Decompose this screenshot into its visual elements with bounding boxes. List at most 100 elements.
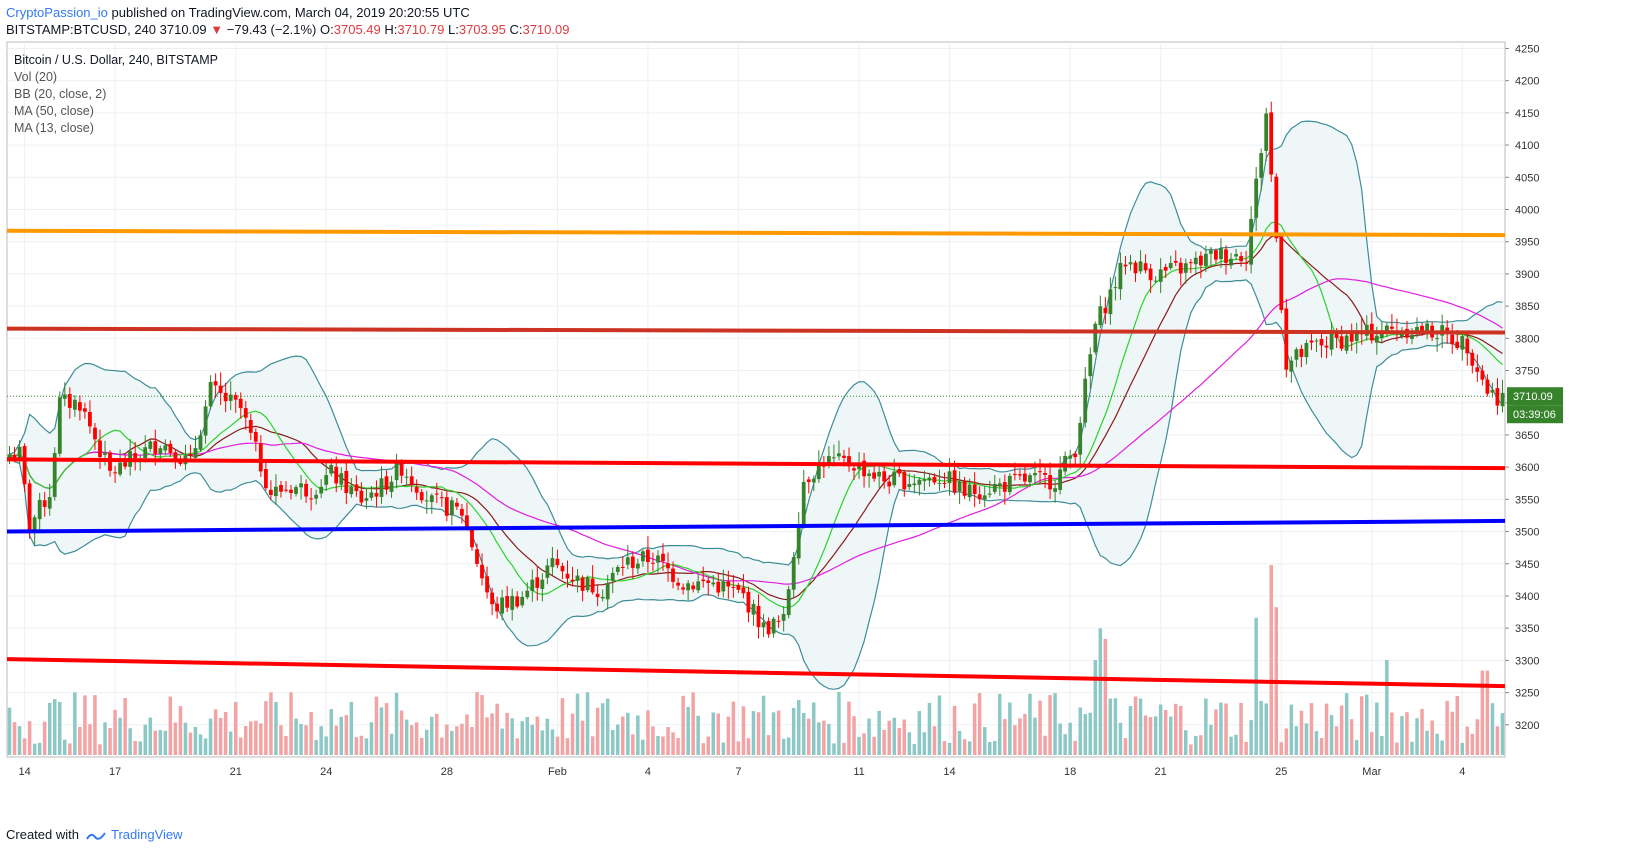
volume-bar: [193, 726, 198, 755]
volume-bar: [751, 711, 756, 755]
volume-bar: [1053, 693, 1057, 755]
legend-volume[interactable]: Vol (20): [14, 70, 58, 84]
volume-bar: [1264, 703, 1268, 755]
volume-bar: [932, 726, 937, 755]
volume-bar: [1395, 742, 1399, 755]
tradingview-link[interactable]: TradingView: [111, 827, 183, 842]
volume-bar: [827, 724, 831, 755]
volume-bar: [1163, 710, 1168, 755]
support-resistance-lines: [6, 228, 1506, 689]
candle-body: [641, 551, 645, 562]
volume-bar: [284, 735, 288, 755]
candle-body: [636, 563, 640, 569]
candle-body: [399, 462, 404, 476]
volume-bar: [902, 719, 906, 755]
volume-bar: [73, 692, 77, 755]
y-tick-label: 4100: [1515, 140, 1539, 152]
volume-bar: [1490, 703, 1495, 755]
candle-body: [1244, 262, 1248, 264]
candle-body: [525, 590, 530, 598]
candle-body: [550, 558, 555, 568]
candle-body: [369, 492, 374, 498]
candle-body: [967, 484, 972, 498]
candle-body: [223, 392, 228, 402]
candle-body: [429, 495, 434, 503]
candle-body: [1410, 334, 1414, 339]
volume-bar: [631, 734, 635, 755]
volume-bar: [249, 721, 253, 755]
volume-bar: [927, 702, 932, 755]
volume-bar: [279, 725, 283, 755]
volume-bar: [1123, 738, 1128, 755]
author-link[interactable]: CryptoPassion_io: [6, 5, 108, 20]
candle-body: [510, 595, 515, 610]
level-line-red: [6, 457, 1506, 471]
candle-body: [1284, 308, 1289, 370]
volume-bar: [510, 718, 514, 755]
legend-ma50[interactable]: MA (50, close): [14, 104, 94, 118]
candle-body: [1224, 249, 1228, 263]
volume-bar: [239, 737, 243, 755]
volume-bar: [198, 734, 203, 755]
volume-bar: [922, 732, 927, 755]
volume-bar: [847, 701, 851, 755]
volume-bar: [414, 722, 419, 755]
legend-ma13[interactable]: MA (13, close): [14, 121, 94, 135]
last-price: 3710.09: [159, 22, 207, 37]
volume-bar: [912, 744, 917, 755]
volume-bar: [1309, 703, 1314, 755]
candle-body: [83, 408, 87, 412]
volume-bar: [822, 720, 826, 755]
candle-body: [450, 500, 454, 516]
y-tick-label: 3400: [1515, 591, 1539, 603]
volume-bar: [1068, 722, 1072, 755]
y-tick-label: 3500: [1515, 527, 1539, 539]
volume-bar: [425, 729, 429, 755]
volume-bar: [98, 744, 102, 755]
candle-body: [1148, 268, 1153, 281]
volume-bar: [1405, 712, 1409, 755]
y-tick-label: 3250: [1515, 688, 1539, 700]
candle-body: [143, 447, 148, 458]
volume-bar: [515, 738, 519, 755]
legend-bollinger[interactable]: BB (20, close, 2): [14, 87, 107, 101]
bb-upper-line: [9, 120, 1503, 566]
volume-bar: [771, 712, 776, 755]
volume-bar: [339, 716, 343, 755]
volume-bar: [616, 724, 620, 755]
volume-bar: [354, 737, 359, 755]
volume-bar: [103, 722, 107, 755]
candle-body: [505, 596, 510, 608]
volume-bar: [686, 706, 690, 755]
candle-body: [394, 462, 399, 481]
candle-body: [1465, 338, 1470, 354]
volume-bar: [213, 709, 218, 755]
x-tick-label: 14: [18, 766, 30, 778]
candle-body: [1234, 254, 1238, 257]
volume-bar: [27, 721, 32, 755]
candle-body: [952, 470, 957, 493]
candle-body: [962, 481, 967, 496]
candle-body: [1013, 474, 1017, 475]
candle-body: [897, 469, 902, 474]
volume-bar: [560, 698, 565, 755]
candle-body: [424, 500, 429, 502]
volume-bar: [1204, 698, 1208, 755]
candle-body: [867, 473, 871, 476]
candle-body: [193, 448, 198, 458]
volume-bar: [319, 726, 323, 755]
volume-bar: [53, 699, 57, 755]
volume-bar: [696, 715, 700, 755]
volume-bar: [188, 732, 193, 755]
candle-body: [1334, 332, 1339, 338]
candle-body: [238, 398, 243, 409]
candle-body: [490, 592, 494, 605]
candle-body: [686, 583, 690, 591]
candle-body: [756, 605, 761, 628]
y-tick-label: 3750: [1515, 366, 1539, 378]
volume-bar: [264, 701, 268, 755]
candle-body: [630, 556, 635, 568]
volume-bar: [972, 703, 977, 755]
symbol-label: BITSTAMP:BTCUSD, 240: [6, 22, 157, 37]
